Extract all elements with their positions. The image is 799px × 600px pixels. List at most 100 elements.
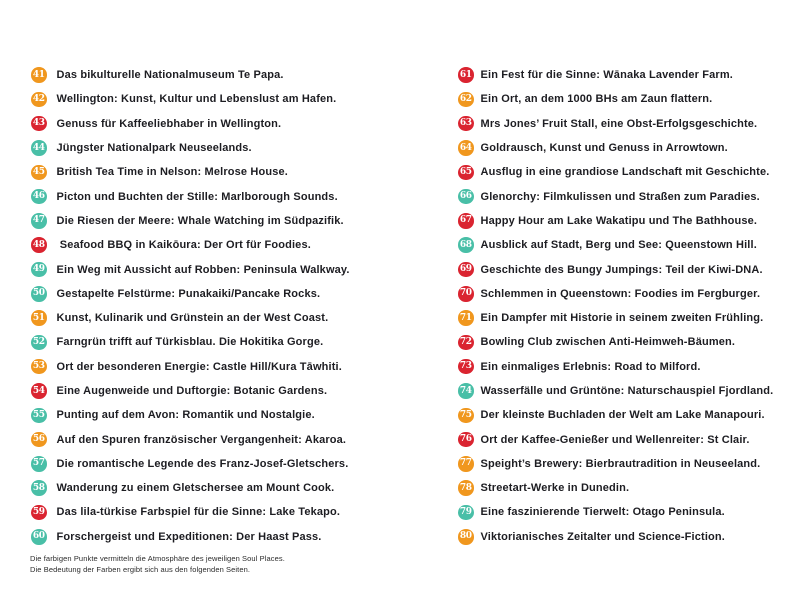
item-number-badge: 66 [458,188,474,205]
list-item: 80 Viktorianisches Zeitalter und Science… [458,525,798,549]
list-item: 78 Streetart-Werke in Dunedin. [458,476,798,500]
item-label: Ausflug in eine grandiose Landschaft mit… [480,166,770,179]
item-label: Farngrün trifft auf Türkisblau. Die Hoki… [56,336,324,349]
item-number-badge: 80 [458,529,474,545]
item-label: Streetart-Werke in Dunedin. [480,482,630,495]
item-number-badge: 52 [31,334,47,351]
item-label: Das bikulturelle Nationalmuseum Te Papa. [56,69,284,82]
item-label: Ein Ort, an dem 1000 BHs am Zaun flatter… [480,93,713,106]
list-column-right: 61 Ein Fest für die Sinne: Wānaka Lavend… [458,63,798,549]
list-item: 62 Ein Ort, an dem 1000 BHs am Zaun flat… [458,87,798,111]
item-number-badge: 63 [458,115,474,132]
item-number-badge: 58 [31,480,47,496]
item-number-badge: 61 [458,67,474,83]
list-item: 47 Die Riesen der Meere: Whale Watching … [31,209,443,233]
list-item: 53 Ort der besonderen Energie: Castle Hi… [31,355,443,379]
item-number-badge: 73 [458,358,474,375]
list-item: 68 Ausblick auf Stadt, Berg und See: Que… [458,233,798,257]
item-number-badge: 69 [458,261,474,278]
item-label: Ein Fest für die Sinne: Wānaka Lavender … [480,69,733,82]
item-number-badge: 46 [31,188,47,205]
item-label: Forschergeist und Expeditionen: Der Haas… [56,530,322,543]
list-item: 56 Auf den Spuren französischer Vergange… [31,427,443,451]
list-item: 57 Die romantische Legende des Franz-Jos… [31,452,443,476]
item-label: British Tea Time in Nelson: Melrose Hous… [56,166,288,179]
list-item: 76 Ort der Kaffee-Genießer und Wellenrei… [458,427,798,451]
item-number-badge: 47 [31,213,47,229]
item-number-badge: 49 [31,261,47,278]
list-item: 75 Der kleinste Buchladen der Welt am La… [458,403,798,427]
item-label: Punting auf dem Avon: Romantik und Nosta… [56,409,315,422]
item-number-badge: 65 [458,164,474,181]
list-item: 64 Goldrausch, Kunst und Genuss in Arrow… [458,136,798,160]
item-label: Ein Dampfer mit Historie in seinem zweit… [480,312,764,325]
list-item: 77 Speight’s Brewery: Bierbrautradition … [458,452,798,476]
item-label: Das lila-türkise Farbspiel für die Sinne… [56,506,341,519]
list-item: 44 Jüngster Nationalpark Neuseelands. [31,136,443,160]
item-label: Wellington: Kunst, Kultur und Lebenslust… [56,93,337,106]
item-label: Schlemmen in Queenstown: Foodies im Ferg… [480,287,761,300]
list-item: 60 Forschergeist und Expeditionen: Der H… [31,525,443,549]
item-number-badge: 50 [31,286,47,302]
list-item: 72 Bowling Club zwischen Anti-Heimweh-Bä… [458,330,798,354]
item-label: Auf den Spuren französischer Vergangenhe… [56,433,347,446]
item-number-badge: 59 [31,504,47,521]
item-number-badge: 77 [458,456,474,472]
list-item: 50 Gestapelte Felstürme: Punakaiki/Panca… [31,282,443,306]
list-item: 46 Picton und Buchten der Stille: Marlbo… [31,184,443,208]
list-item: 70 Schlemmen in Queenstown: Foodies im F… [458,282,798,306]
item-label: Eine faszinierende Tierwelt: Otago Penin… [480,506,725,519]
item-number-badge: 74 [458,383,474,399]
item-label: Viktorianisches Zeitalter und Science-Fi… [480,530,725,543]
item-label: Der kleinste Buchladen der Welt am Lake … [480,409,765,422]
item-label: Bowling Club zwischen Anti-Heimweh-Bäume… [480,336,736,349]
list-item: 41 Das bikulturelle Nationalmuseum Te Pa… [31,63,443,87]
item-number-badge: 71 [458,310,474,326]
list-item: 79 Eine faszinierende Tierwelt: Otago Pe… [458,500,798,524]
item-label: Glenorchy: Filmkulissen und Straßen zum … [480,190,760,203]
item-number-badge: 62 [458,91,474,108]
item-label: Die romantische Legende des Franz-Josef-… [56,457,349,470]
item-number-badge: 48 [31,237,47,253]
item-number-badge: 76 [458,431,474,448]
footnote-line-1: Die farbigen Punkte vermitteln die Atmos… [30,554,285,563]
item-label: Happy Hour am Lake Wakatipu und The Bath… [480,214,758,227]
list-item: 48 Seafood BBQ in Kaikōura: Der Ort für … [31,233,443,257]
item-number-badge: 67 [458,213,474,229]
item-number-badge: 41 [31,67,47,83]
list-item: 54 Eine Augenweide und Duftorgie: Botani… [31,379,443,403]
list-item: 58 Wanderung zu einem Gletschersee am Mo… [31,476,443,500]
item-label: Mrs Jones’ Fruit Stall, eine Obst-Erfolg… [480,117,758,130]
item-number-badge: 44 [31,140,47,156]
list-item: 69 Geschichte des Bungy Jumpings: Teil d… [458,257,798,281]
item-number-badge: 53 [31,358,47,375]
item-number-badge: 79 [458,504,474,521]
item-number-badge: 54 [31,383,47,399]
item-label: Seafood BBQ in Kaikōura: Der Ort für Foo… [56,239,311,252]
footnote: Die farbigen Punkte vermitteln die Atmos… [30,554,285,575]
item-label: Genuss für Kaffeeliebhaber in Wellington… [56,117,282,130]
item-number-badge: 68 [458,237,474,253]
list-item: 43 Genuss für Kaffeeliebhaber in Welling… [31,112,443,136]
item-label: Wanderung zu einem Gletschersee am Mount… [56,482,335,495]
item-number-badge: 51 [31,310,47,326]
list-item: 74 Wasserfälle und Grüntöne: Naturschaus… [458,379,798,403]
item-number-badge: 43 [31,115,47,132]
item-number-badge: 78 [458,480,474,496]
item-number-badge: 72 [458,334,474,351]
list-item: 71 Ein Dampfer mit Historie in seinem zw… [458,306,798,330]
list-item: 63 Mrs Jones’ Fruit Stall, eine Obst-Erf… [458,112,798,136]
list-item: 66 Glenorchy: Filmkulissen und Straßen z… [458,184,798,208]
item-number-badge: 56 [31,431,47,448]
list-item: 51 Kunst, Kulinarik und Grünstein an der… [31,306,443,330]
item-number-badge: 75 [458,407,474,424]
item-label: Ein Weg mit Aussicht auf Robben: Peninsu… [56,263,350,276]
item-number-badge: 64 [458,140,474,156]
list-column-left: 41 Das bikulturelle Nationalmuseum Te Pa… [31,63,443,549]
list-item: 55 Punting auf dem Avon: Romantik und No… [31,403,443,427]
item-label: Ein einmaliges Erlebnis: Road to Milford… [480,360,701,373]
item-number-badge: 45 [31,164,47,181]
list-item: 73 Ein einmaliges Erlebnis: Road to Milf… [458,355,798,379]
list-item: 42 Wellington: Kunst, Kultur und Lebensl… [31,87,443,111]
list-item: 65 Ausflug in eine grandiose Landschaft … [458,160,798,184]
